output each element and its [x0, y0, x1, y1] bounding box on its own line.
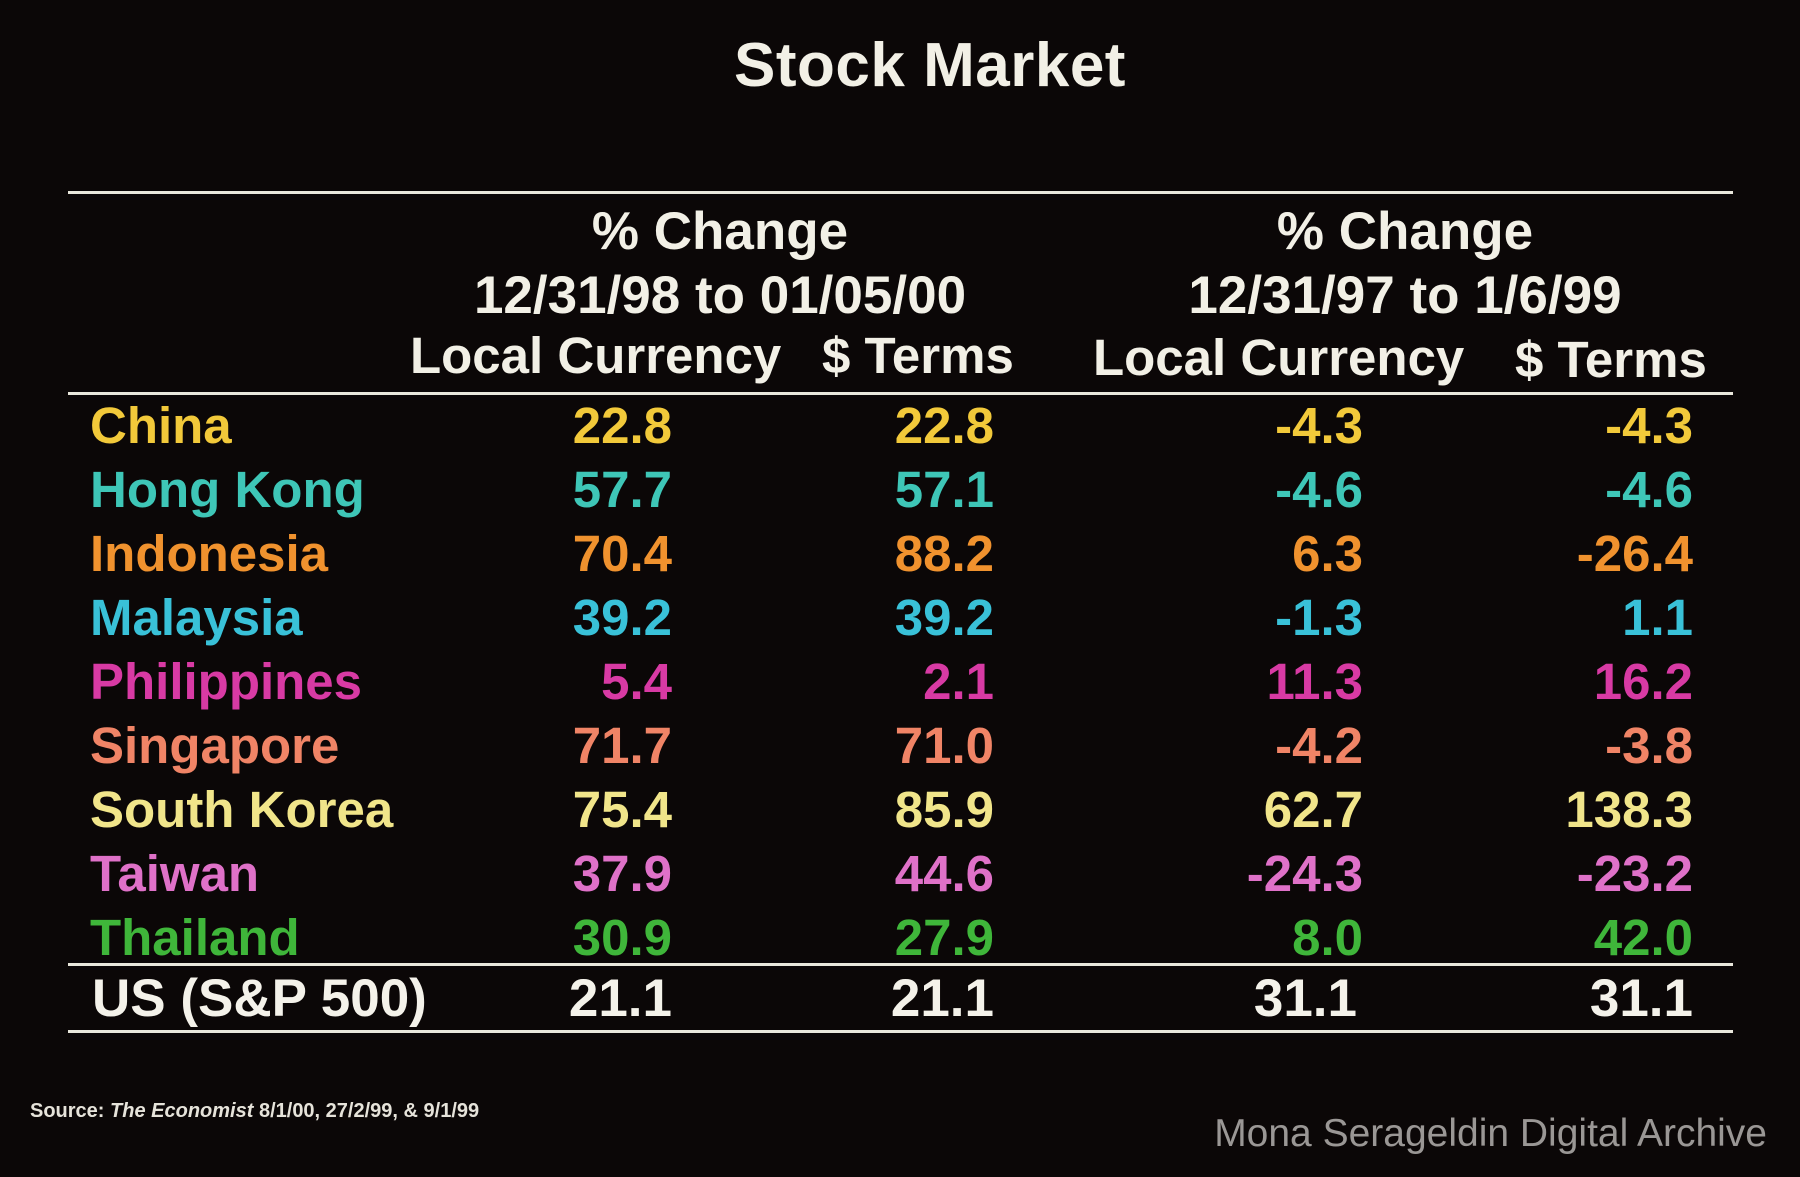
- cell-dollar-1999: 57.1: [894, 461, 994, 518]
- cell-dollar-1999: 21.1: [890, 969, 994, 1028]
- cell-dollar-1998: -23.2: [1576, 845, 1693, 902]
- cell-dollar-1998: 31.1: [1589, 969, 1693, 1028]
- table-row: Indonesia 70.4 88.2 6.3 -26.4: [0, 522, 1800, 586]
- row-country: Indonesia: [90, 525, 329, 582]
- cell-dollar-1999: 2.1: [923, 653, 994, 710]
- row-country: Malaysia: [90, 589, 303, 646]
- cell-local-1998: 31.1: [1253, 969, 1357, 1028]
- cell-local-1999: 75.4: [572, 781, 672, 838]
- cell-dollar-1999: 88.2: [894, 525, 994, 582]
- row-country: South Korea: [90, 781, 394, 838]
- table-row: Philippines 5.4 2.1 11.3 16.2: [0, 650, 1800, 714]
- cell-local-1999: 57.7: [572, 461, 672, 518]
- col-header-local-1999: Local Currency: [410, 327, 782, 384]
- table-row-us: US (S&P 500) 21.1 21.1 31.1 31.1: [0, 967, 1800, 1031]
- group-heading-1999: % Change 12/31/98 to 01/05/00: [405, 200, 1035, 328]
- cell-local-1999: 70.4: [572, 525, 672, 582]
- col-header-local-1998: Local Currency: [1093, 329, 1465, 386]
- source-publication: The Economist: [110, 1100, 254, 1122]
- cell-dollar-1998: -3.8: [1605, 717, 1693, 774]
- row-country: Singapore: [90, 717, 340, 774]
- cell-dollar-1998: 1.1: [1622, 589, 1693, 646]
- cell-local-1998: 11.3: [1266, 653, 1363, 710]
- group-heading-line1: % Change: [591, 202, 849, 261]
- cell-local-1998: 6.3: [1292, 525, 1363, 582]
- table-row: South Korea 75.4 85.9 62.7 138.3: [0, 778, 1800, 842]
- group-heading-line1: % Change: [1276, 202, 1534, 261]
- cell-dollar-1999: 85.9: [894, 781, 994, 838]
- group-heading-line2: 12/31/97 to 1/6/99: [1188, 266, 1622, 325]
- cell-dollar-1998: -4.3: [1605, 397, 1693, 454]
- cell-local-1998: -1.3: [1275, 589, 1363, 646]
- table-body: China 22.8 22.8 -4.3 -4.3 Hong Kong 57.7…: [0, 394, 1800, 970]
- cell-local-1999: 39.2: [572, 589, 672, 646]
- bottom-rule: [68, 1030, 1733, 1033]
- cell-local-1998: -24.3: [1246, 845, 1363, 902]
- group-heading-line2: 12/31/98 to 01/05/00: [473, 266, 967, 325]
- cell-local-1998: 62.7: [1263, 781, 1363, 838]
- cell-local-1999: 22.8: [572, 397, 672, 454]
- table-row: Singapore 71.7 71.0 -4.2 -3.8: [0, 714, 1800, 778]
- cell-dollar-1999: 27.9: [894, 909, 994, 966]
- cell-local-1998: -4.6: [1275, 461, 1363, 518]
- source-label: Source:: [30, 1100, 105, 1122]
- cell-dollar-1999: 22.8: [894, 397, 994, 454]
- top-rule: [68, 191, 1733, 194]
- table-row: Thailand 30.9 27.9 8.0 42.0: [0, 906, 1800, 970]
- cell-local-1998: -4.2: [1275, 717, 1363, 774]
- row-country: Taiwan: [90, 845, 260, 902]
- row-country: Thailand: [90, 909, 300, 966]
- cell-dollar-1999: 71.0: [894, 717, 994, 774]
- total-rule: [68, 963, 1733, 966]
- row-country: Philippines: [90, 653, 363, 710]
- cell-local-1999: 37.9: [572, 845, 672, 902]
- cell-dollar-1998: 138.3: [1565, 781, 1693, 838]
- cell-local-1998: 8.0: [1292, 909, 1363, 966]
- row-country: US (S&P 500): [92, 969, 427, 1028]
- cell-local-1999: 5.4: [601, 653, 672, 710]
- table-row: Malaysia 39.2 39.2 -1.3 1.1: [0, 586, 1800, 650]
- cell-local-1998: -4.3: [1275, 397, 1363, 454]
- col-header-dollar-1999: $ Terms: [822, 327, 1014, 384]
- cell-dollar-1998: -4.6: [1605, 461, 1693, 518]
- source-dates: 8/1/00, 27/2/99, & 9/1/99: [258, 1100, 480, 1122]
- cell-local-1999: 71.7: [572, 717, 672, 774]
- cell-local-1999: 21.1: [568, 969, 672, 1028]
- cell-dollar-1998: 42.0: [1593, 909, 1693, 966]
- table-row: Taiwan 37.9 44.6 -24.3 -23.2: [0, 842, 1800, 906]
- row-country: Hong Kong: [90, 461, 365, 518]
- row-country: China: [90, 397, 232, 454]
- group-heading-1998: % Change 12/31/97 to 1/6/99: [1090, 200, 1720, 328]
- cell-local-1999: 30.9: [572, 909, 672, 966]
- table-row: China 22.8 22.8 -4.3 -4.3: [0, 394, 1800, 458]
- header-rule: [68, 392, 1733, 395]
- cell-dollar-1999: 39.2: [894, 589, 994, 646]
- cell-dollar-1998: 16.2: [1593, 653, 1693, 710]
- col-header-dollar-1998: $ Terms: [1515, 331, 1707, 388]
- source-note: Source: The Economist 8/1/00, 27/2/99, &…: [30, 1100, 479, 1123]
- cell-dollar-1999: 44.6: [894, 845, 994, 902]
- cell-dollar-1998: -26.4: [1576, 525, 1693, 582]
- table-row: Hong Kong 57.7 57.1 -4.6 -4.6: [0, 458, 1800, 522]
- chart-title: Stock Market: [734, 31, 1126, 100]
- watermark: Mona Serageldin Digital Archive: [1214, 1112, 1767, 1155]
